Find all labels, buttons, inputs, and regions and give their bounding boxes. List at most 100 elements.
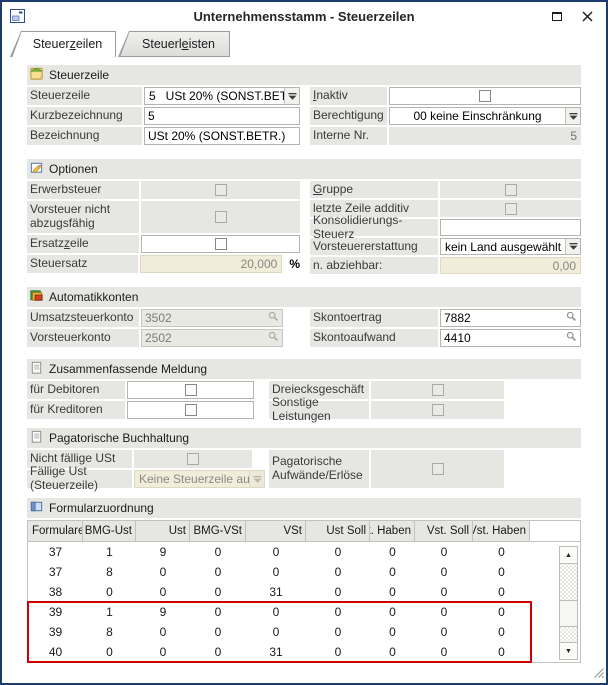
dreiecksgeschaeft-label: Dreiecksgeschäft: [269, 381, 369, 399]
skontoertrag-input[interactable]: 7882: [440, 309, 581, 327]
inaktiv-checkbox[interactable]: [389, 87, 581, 105]
nicht-faellige-ust-label: Nicht fällige USt: [27, 450, 132, 468]
table-cell: 0: [389, 625, 396, 639]
checkbox-icon: [184, 404, 197, 416]
dropdown-arrow-icon[interactable]: [565, 108, 580, 124]
gruppe-label: Gruppe: [310, 181, 438, 198]
table-cell: 8: [106, 565, 113, 579]
table-row[interactable]: 40 0 0 0 31 0 0 0 0: [28, 642, 580, 662]
table-cell: 0: [214, 585, 222, 599]
window-controls: [550, 2, 594, 30]
tab-steuerzeilen[interactable]: Steuer z eilen: [10, 31, 116, 57]
vorsteuererstattung-select[interactable]: kein Land ausgewählt: [440, 238, 581, 255]
scroll-down-button[interactable]: ▼: [559, 642, 578, 660]
percent-unit: %: [289, 257, 300, 271]
section-title: Optionen: [49, 162, 98, 176]
scrollbar-thumb[interactable]: [559, 600, 578, 627]
section-automatikkonten: Automatikkonten Umsatzsteuerkonto 3502 V…: [27, 287, 581, 347]
table-cell: 0: [440, 645, 448, 659]
tab-steuerleisten[interactable]: Steuerl e isten: [118, 31, 230, 57]
section-header-optionen: Optionen: [27, 159, 581, 179]
table-cell: 0: [389, 645, 396, 659]
table-cell: 40: [48, 645, 63, 659]
table-cell: 0: [334, 545, 342, 559]
checkbox-icon: [431, 463, 444, 475]
table-cell: 37: [48, 565, 63, 579]
scroll-up-button[interactable]: ▲: [559, 546, 578, 564]
table-cell: 0: [214, 645, 222, 659]
window-title: Unternehmensstamm - Steuerzeilen: [193, 8, 415, 24]
faellige-ust-select: Keine Steuerzeile ausgev: [134, 470, 265, 488]
table-cell: 0: [389, 545, 396, 559]
magnifier-icon: [268, 311, 279, 325]
notepad-icon: [29, 66, 44, 84]
steuerzeile-select[interactable]: 5 USt 20% (SONST.BETR.: [144, 87, 300, 105]
vertical-scrollbar[interactable]: ▲ ▼: [559, 546, 578, 660]
table-row[interactable]: 37 1 9 0 0 0 0 0 0: [28, 542, 580, 562]
berechtigung-selected-value: 00 keine Einschränkung: [413, 109, 542, 123]
magnifier-icon[interactable]: [566, 331, 577, 345]
table-cell: 0: [272, 565, 280, 579]
table-cell: 0: [498, 565, 505, 579]
section-header-formularzuordnung: Formularzuordnung: [27, 498, 581, 518]
table-cell: 38: [48, 585, 63, 599]
table-row[interactable]: 39 1 9 0 0 0 0 0 0: [28, 602, 580, 622]
fuer-debitoren-checkbox[interactable]: [127, 381, 254, 399]
column-header: BMG-Ust: [83, 521, 136, 541]
skontoaufwand-label: Skontoaufwand: [310, 329, 438, 347]
section-header-steuerzeile: Steuerzeile: [27, 65, 581, 85]
ersatzzeile-checkbox[interactable]: [141, 235, 300, 253]
column-header: Formulare: [28, 521, 83, 541]
table-cell: 9: [159, 545, 167, 559]
table-cell: 0: [389, 565, 396, 579]
berechtigung-select[interactable]: 00 keine Einschränkung: [389, 107, 581, 125]
column-header: BMG-VSt: [190, 521, 246, 541]
close-button[interactable]: [580, 9, 594, 23]
maximize-button[interactable]: [550, 9, 564, 23]
kurzbezeichnung-input[interactable]: 5: [144, 107, 300, 125]
section-zusammenfassende-meldung: Zusammenfassende Meldung für Debitoren f…: [27, 359, 581, 423]
dreiecksgeschaeft-checkbox: [371, 381, 504, 399]
bezeichnung-input[interactable]: USt 20% (SONST.BETR.): [144, 127, 300, 145]
fuer-kreditoren-checkbox[interactable]: [127, 401, 254, 419]
checkbox-icon: [504, 202, 517, 215]
table-cell: 0: [214, 545, 222, 559]
dropdown-arrow-icon[interactable]: [565, 239, 580, 254]
skontoertrag-label: Skontoertrag: [310, 309, 438, 327]
checkbox-icon: [479, 90, 491, 102]
table-cell: 0: [334, 605, 342, 619]
table-row[interactable]: 39 8 0 0 0 0 0 0 0: [28, 622, 580, 642]
section-formularzuordnung: Formularzuordnung Formulare BMG-Ust Ust BMG…: [27, 498, 581, 663]
edit-note-icon: [29, 160, 44, 178]
scroll-down-icon: ▼: [565, 647, 572, 655]
konsolidierungs-steuerz-input[interactable]: [440, 219, 581, 236]
section-header-automatikkonten: Automatikkonten: [27, 287, 581, 307]
table-cell: 31: [269, 645, 283, 659]
document-icon: [29, 360, 44, 378]
table-cell: 0: [498, 545, 505, 559]
table-cell: 0: [214, 605, 222, 619]
table-cell: 0: [106, 645, 113, 659]
dropdown-arrow-icon[interactable]: [284, 88, 299, 104]
table-cell: 0: [440, 605, 448, 619]
table-row[interactable]: 38 0 0 0 31 0 0 0 0: [28, 582, 580, 602]
resize-grip-icon[interactable]: [591, 665, 604, 681]
magnifier-icon[interactable]: [566, 311, 577, 325]
titlebar: Unternehmensstamm - Steuerzeilen: [2, 2, 606, 30]
table-cell: 0: [159, 625, 167, 639]
checkbox-icon: [214, 238, 227, 250]
scroll-up-icon: ▲: [565, 551, 572, 559]
checkbox-icon: [504, 183, 517, 196]
window-icon: [10, 9, 25, 23]
table-cell: 0: [498, 605, 505, 619]
close-icon: [582, 11, 592, 21]
table-cell: 0: [272, 605, 280, 619]
faellige-ust-label: Fällige Ust (Steuerzeile): [27, 464, 132, 492]
skontoaufwand-input[interactable]: 4410: [440, 329, 581, 347]
section-steuerzeile: Steuerzeile Steuerzeile 5 USt 20% (SONST…: [27, 65, 581, 145]
steuerzeile-label: Steuerzeile: [27, 87, 142, 105]
table-row[interactable]: 37 8 0 0 0 0 0 0 0: [28, 562, 580, 582]
steuersatz-value: 20,000: [140, 255, 283, 273]
section-title: Automatikkonten: [49, 290, 139, 304]
table-cell: 0: [334, 585, 342, 599]
